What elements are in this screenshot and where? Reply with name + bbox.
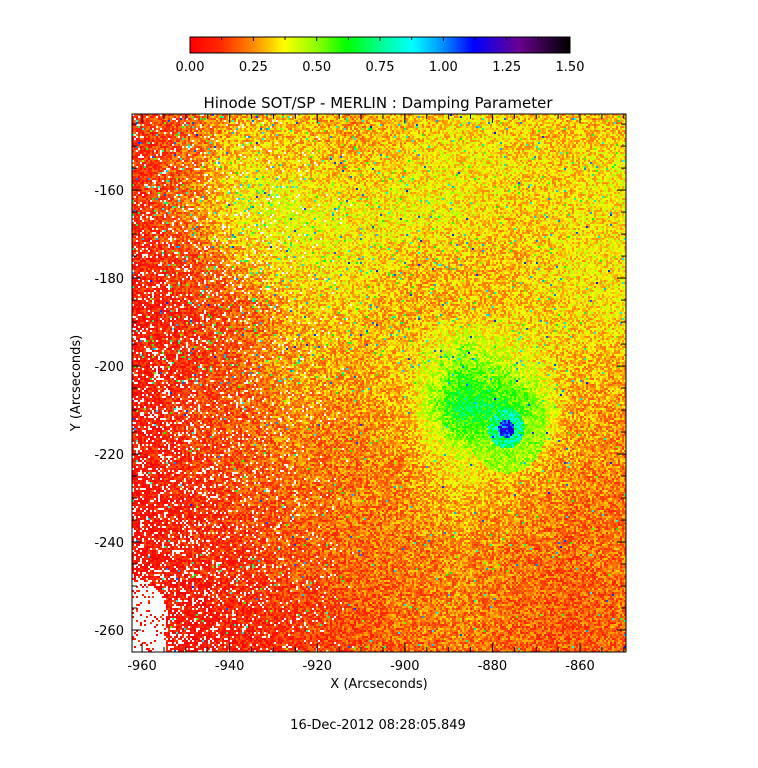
colorbar [190, 37, 570, 53]
y-tick-label: -160 [94, 184, 124, 199]
colorbar-tick-label: 0.75 [366, 60, 395, 75]
x-tick-label: -860 [565, 659, 595, 674]
x-tick-label: -880 [478, 659, 508, 674]
y-axis-label: Y (Arcseconds) [69, 335, 84, 432]
y-tick-label: -260 [94, 624, 124, 639]
colorbar-tick-label: 1.50 [556, 60, 585, 75]
damping-heatmap [132, 114, 626, 652]
plot-frame [131, 113, 627, 653]
x-tick-label: -900 [390, 659, 420, 674]
x-axis-label: X (Arcseconds) [330, 677, 427, 692]
x-tick-label: -940 [215, 659, 245, 674]
timestamp-footer: 16-Dec-2012 08:28:05.849 [290, 718, 466, 733]
y-tick-label: -240 [94, 536, 124, 551]
y-tick-label: -220 [94, 448, 124, 463]
colorbar-tick-label: 0.50 [302, 60, 331, 75]
y-tick-label: -200 [94, 360, 124, 375]
colorbar-tick-label: 1.00 [429, 60, 458, 75]
x-tick-label: -920 [302, 659, 332, 674]
x-tick-label: -960 [127, 659, 157, 674]
colorbar-tick-label: 0.00 [176, 60, 205, 75]
y-tick-label: -180 [94, 272, 124, 287]
colorbar-tick-label: 1.25 [492, 60, 521, 75]
chart-title: Hinode SOT/SP - MERLIN : Damping Paramet… [203, 94, 553, 112]
colorbar-tick-label: 0.25 [239, 60, 268, 75]
